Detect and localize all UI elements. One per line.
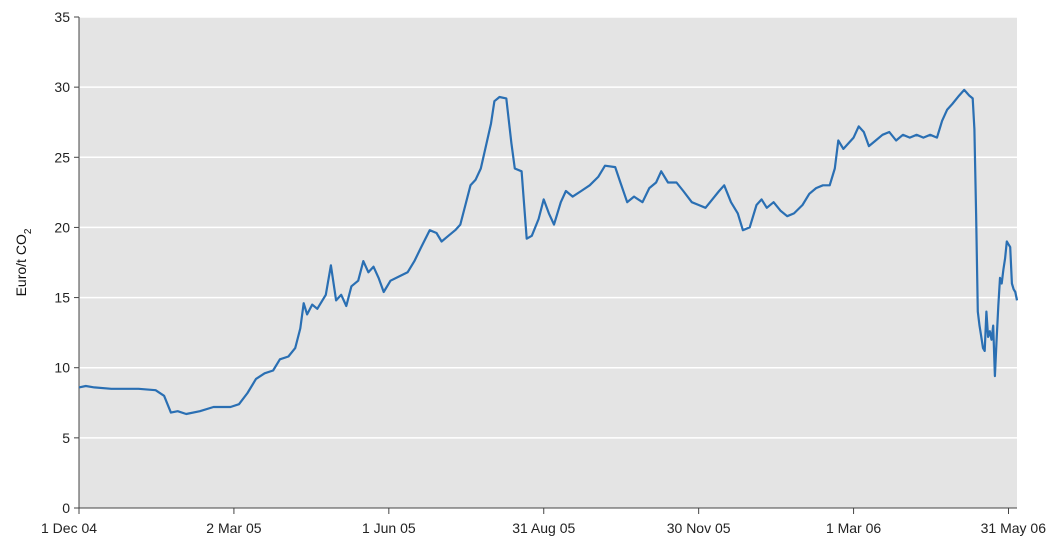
axes [78,17,1017,509]
y-axis-ticks: 0 5 10 15 20 25 30 35 [54,9,79,516]
x-tick-label: 1 Jun 05 [362,520,416,536]
x-tick-label: 1 Dec 04 [41,520,97,536]
y-tick-label: 10 [54,360,70,376]
y-axis-label: Euro/t CO2 [13,228,34,296]
y-tick-label: 5 [62,430,70,446]
x-tick-label: 30 Nov 05 [667,520,731,536]
x-axis-ticks: 1 Dec 04 2 Mar 05 1 Jun 05 31 Aug 05 30 Nov … [41,508,1046,536]
y-axis-label-subscript: 2 [23,228,34,234]
plot-background [79,17,1017,508]
y-tick-label: 20 [54,219,70,235]
x-tick-label: 2 Mar 05 [206,520,261,536]
y-tick-label: 15 [54,290,70,306]
x-tick-label: 1 Mar 06 [826,520,881,536]
x-tick-label: 31 May 06 [981,520,1047,536]
y-tick-label: 25 [54,149,70,165]
x-tick-label: 31 Aug 05 [512,520,575,536]
y-tick-label: 30 [54,79,70,95]
y-axis-label-main: Euro/t CO [13,234,29,296]
series-line [78,88,1019,416]
gridlines [79,16,1017,439]
y-tick-label: 35 [54,9,70,25]
y-tick-label: 0 [62,500,70,516]
